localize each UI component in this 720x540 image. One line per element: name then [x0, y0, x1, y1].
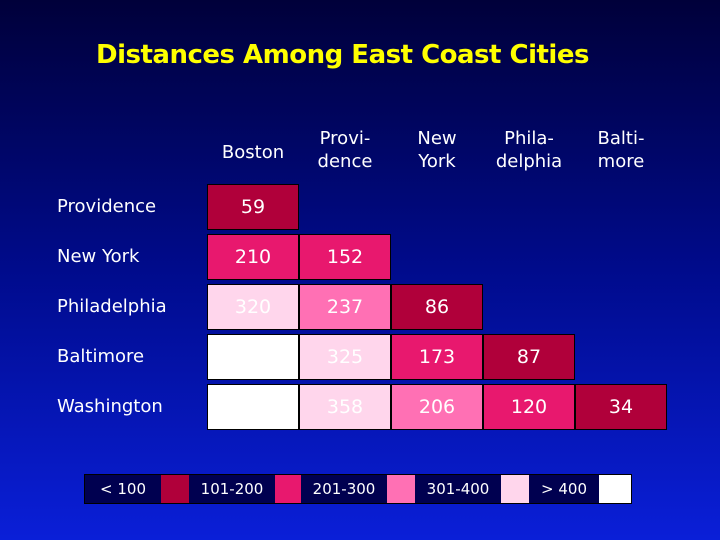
legend-label-301-400: 301-400	[415, 475, 501, 503]
row-header-washington: Washington	[57, 396, 163, 417]
cell-philadelphia-providence: 237	[299, 284, 391, 330]
cell-washington-baltimore: 34	[575, 384, 667, 430]
col-header-baltimore: Balti- more	[597, 128, 645, 172]
row-header-new-york: New York	[57, 246, 140, 267]
col-header-new-york: New York	[417, 128, 457, 172]
cell-baltimore-boston	[207, 334, 299, 380]
row-header-philadelphia: Philadelphia	[57, 296, 167, 317]
row-header-baltimore: Baltimore	[57, 346, 145, 367]
col-header-boston: Boston	[221, 142, 285, 163]
legend-swatch-over-400	[599, 475, 631, 503]
page-title: Distances Among East Coast Cities	[96, 40, 589, 70]
legend-label-201-300: 201-300	[301, 475, 387, 503]
legend-label-under-100: < 100	[85, 475, 161, 503]
col-header-providence: Provi- dence	[317, 128, 373, 172]
cell-philadelphia-boston: 320	[207, 284, 299, 330]
cell-baltimore-philadelphia: 87	[483, 334, 575, 380]
legend-label-101-200: 101-200	[189, 475, 275, 503]
row-header-providence: Providence	[57, 196, 157, 217]
color-legend: < 100 101-200 201-300 301-400 > 400	[84, 474, 632, 504]
cell-new-york-boston: 210	[207, 234, 299, 280]
legend-label-over-400: > 400	[529, 475, 599, 503]
legend-swatch-under-100	[161, 475, 189, 503]
cell-providence-boston: 59	[207, 184, 299, 230]
cell-baltimore-new-york: 173	[391, 334, 483, 380]
cell-new-york-providence: 152	[299, 234, 391, 280]
legend-swatch-301-400	[501, 475, 529, 503]
legend-swatch-201-300	[387, 475, 415, 503]
cell-washington-philadelphia: 120	[483, 384, 575, 430]
cell-baltimore-providence: 325	[299, 334, 391, 380]
cell-washington-boston	[207, 384, 299, 430]
col-header-philadelphia: Phila- delphia	[495, 128, 563, 172]
cell-philadelphia-new-york: 86	[391, 284, 483, 330]
legend-swatch-101-200	[275, 475, 301, 503]
cell-washington-providence: 358	[299, 384, 391, 430]
cell-washington-new-york: 206	[391, 384, 483, 430]
